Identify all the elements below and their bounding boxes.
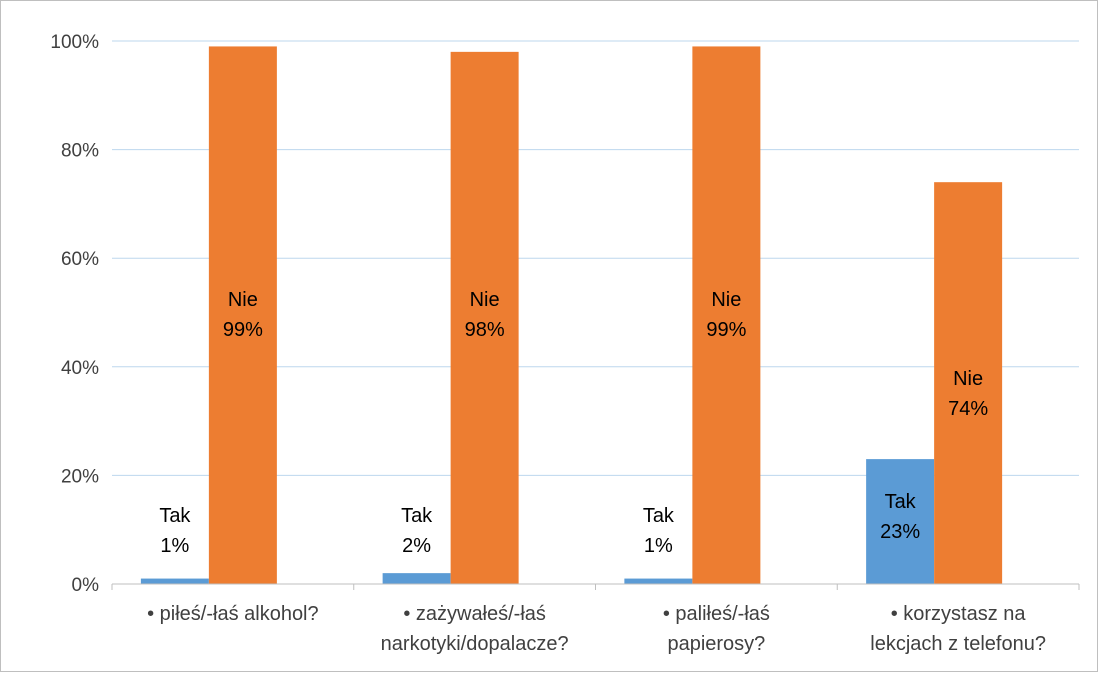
bars [140, 46, 1003, 585]
bar-label-value: 2% [402, 535, 431, 557]
bar-label-series: Tak [159, 505, 191, 527]
y-tick-label: 0% [72, 575, 100, 596]
bar-tak [382, 573, 451, 584]
bar-label-value: 1% [160, 535, 189, 557]
y-tick-label: 40% [61, 358, 99, 379]
x-category-label: • paliłeś/-łaś [663, 603, 770, 625]
bar-label-value: 99% [706, 319, 746, 341]
bar-nie [692, 46, 761, 585]
y-tick-label: 60% [61, 249, 99, 270]
bar-label-value: 1% [644, 535, 673, 557]
x-axis [111, 583, 1080, 590]
bar-nie [208, 46, 277, 585]
bar-label-value: 23% [880, 521, 920, 543]
bar-label-series: Tak [643, 505, 675, 527]
x-category-label: narkotyki/dopalacze? [381, 633, 569, 655]
y-tick-label: 100% [50, 32, 99, 53]
bar-tak [140, 578, 209, 584]
bar-nie [934, 182, 1003, 584]
y-axis-tick-labels: 0% 20% 40% 60% 80% 100% [50, 32, 99, 596]
x-axis-category-labels: • piłeś/-łaś alkohol? • zażywałeś/-łaś nar… [147, 603, 1046, 655]
bar-label-series: Nie [953, 368, 983, 390]
bar-label-value: 74% [948, 398, 988, 420]
bar-tak [624, 578, 693, 584]
bar-label-value: 98% [465, 319, 505, 341]
x-category-label: • zażywałeś/-łaś [403, 603, 546, 625]
bar-label-series: Nie [228, 289, 258, 311]
x-category-label: lekcjach z telefonu? [870, 633, 1046, 655]
y-tick-label: 20% [61, 466, 99, 487]
x-category-label: • piłeś/-łaś alkohol? [147, 603, 319, 625]
bar-label-series: Tak [885, 491, 917, 513]
bar-nie [450, 51, 519, 585]
x-category-label: papierosy? [667, 633, 765, 655]
bar-label-series: Nie [711, 289, 741, 311]
bar-label-series: Nie [470, 289, 500, 311]
bar-tak [866, 459, 935, 584]
bar-data-labels: Tak 1% Nie 99% Tak 2% Nie 98% Tak 1% Nie 99% Tak 23% N… [159, 289, 988, 557]
y-tick-label: 80% [61, 141, 99, 162]
x-category-label: • korzystasz na [891, 603, 1027, 625]
bar-label-value: 99% [223, 319, 263, 341]
bar-label-series: Tak [401, 505, 433, 527]
